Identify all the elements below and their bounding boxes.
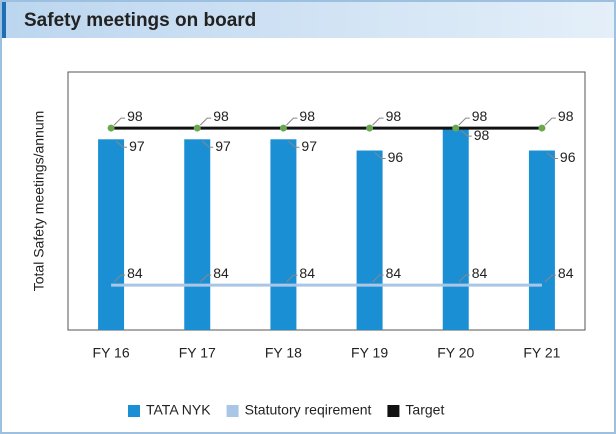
y-axis-label: Total Safety meetings/annum — [31, 111, 47, 292]
x-tick-label: FY 16 — [93, 345, 130, 361]
leader — [286, 274, 298, 283]
leader — [544, 117, 556, 126]
data-label: 84 — [472, 265, 488, 281]
data-label: 84 — [558, 265, 574, 281]
legend-swatch — [387, 405, 400, 417]
marker — [279, 124, 287, 132]
bar — [528, 150, 555, 330]
data-label: 84 — [213, 265, 229, 281]
plot-area — [67, 71, 586, 331]
x-tick-label: FY 17 — [179, 345, 216, 361]
leader — [115, 140, 128, 148]
legend-label: Statutory reqirement — [245, 402, 372, 418]
leader — [544, 274, 556, 283]
x-tick-label: FY 21 — [523, 345, 560, 361]
marker — [193, 124, 201, 132]
x-tick-label: FY 18 — [265, 345, 302, 361]
legend-label: Target — [405, 402, 444, 418]
data-label: 98 — [474, 127, 490, 143]
legend-label: TATA NYK — [146, 402, 211, 418]
data-label: 98 — [213, 108, 229, 124]
data-label: 97 — [215, 138, 231, 154]
leader — [374, 152, 386, 160]
data-label: 98 — [299, 108, 315, 124]
header — [2, 2, 614, 38]
leader — [458, 274, 470, 283]
chart-title: Safety meetings on board — [24, 10, 256, 31]
bar — [270, 139, 297, 330]
legend-swatch — [226, 405, 239, 417]
marker — [538, 124, 546, 132]
bar — [442, 128, 469, 330]
bar — [356, 150, 383, 330]
leader — [546, 152, 558, 160]
leader — [201, 140, 214, 148]
data-label: 84 — [299, 265, 315, 281]
header-accent — [2, 2, 6, 38]
data-label: 98 — [127, 108, 143, 124]
data-label: 84 — [386, 265, 402, 281]
leader — [199, 117, 212, 126]
legend-swatch — [128, 405, 140, 417]
leader — [372, 117, 384, 126]
leader — [288, 140, 300, 148]
x-tick-label: FY 20 — [437, 345, 474, 361]
leader — [113, 274, 126, 283]
leader — [199, 274, 212, 283]
data-label: 98 — [558, 108, 574, 124]
bar — [98, 139, 125, 330]
data-label: 97 — [129, 138, 145, 154]
data-label: 84 — [127, 265, 143, 281]
marker — [366, 124, 374, 132]
data-label: 98 — [472, 108, 488, 124]
leader — [460, 129, 472, 137]
x-tick-label: FY 19 — [351, 345, 388, 361]
leader — [372, 274, 384, 283]
data-label: 96 — [560, 149, 576, 165]
marker — [107, 124, 115, 132]
data-label: 97 — [301, 138, 317, 154]
leader — [113, 117, 126, 126]
data-label: 98 — [386, 108, 402, 124]
leader — [458, 117, 470, 126]
bar — [184, 139, 211, 330]
marker — [452, 124, 460, 132]
leader — [286, 117, 298, 126]
data-label: 96 — [388, 149, 404, 165]
